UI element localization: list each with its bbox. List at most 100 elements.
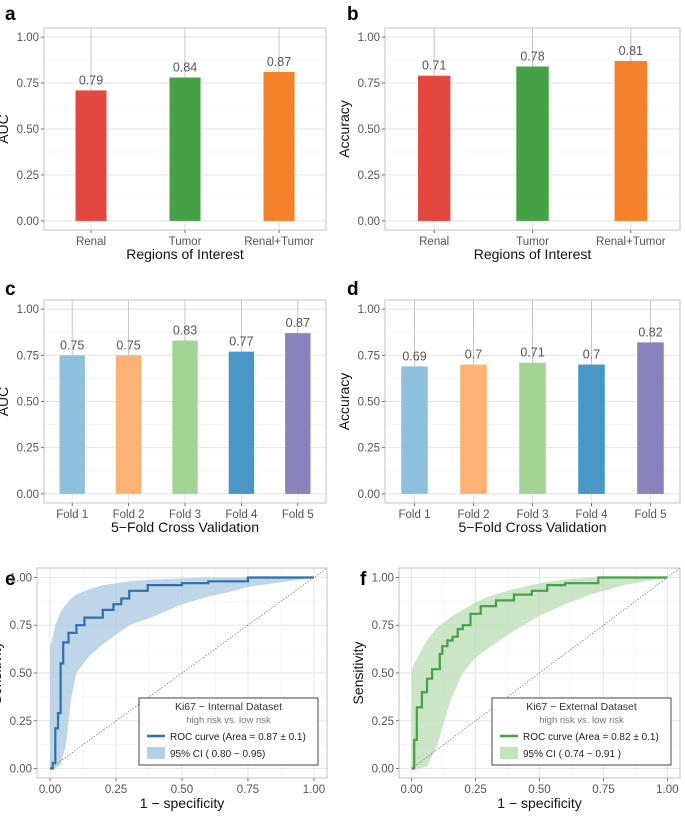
legend-roc-label: ROC curve (Area = 0.87 ± 0.1) bbox=[170, 732, 306, 743]
y-tick-label: 1.00 bbox=[358, 32, 380, 44]
x-tick-label: Fold 3 bbox=[169, 509, 201, 521]
x-tick-label: 1.00 bbox=[656, 784, 678, 796]
x-tick-label: 0.50 bbox=[528, 784, 550, 796]
x-tick-label: 0.00 bbox=[400, 784, 422, 796]
bar-tumor bbox=[516, 66, 549, 221]
panel-letter: b bbox=[347, 4, 359, 25]
x-tick-label: Tumor bbox=[516, 236, 549, 248]
data-label: 0.83 bbox=[173, 324, 197, 338]
panel-letter: e bbox=[5, 569, 16, 590]
x-tick-label: 0.50 bbox=[171, 784, 193, 796]
data-label: 0.81 bbox=[619, 44, 643, 58]
y-tick-label: 0.25 bbox=[10, 716, 32, 728]
x-axis-title: 5−Fold Cross Validation bbox=[459, 519, 607, 535]
bar-fold-4 bbox=[228, 351, 255, 494]
x-tick-label: Renal bbox=[76, 236, 106, 248]
y-tick-label: 0.75 bbox=[358, 350, 380, 362]
y-tick-label: 1.00 bbox=[372, 572, 394, 584]
legend-ci-swatch bbox=[500, 747, 518, 759]
data-label: 0.87 bbox=[286, 316, 310, 330]
panel-f: f 0.00 0.25 0.50 0.75 1.00 Sensitivity 0.00 0.25… bbox=[350, 567, 681, 811]
y-axis-title: AUC bbox=[0, 114, 11, 144]
panel-letter: c bbox=[5, 279, 16, 300]
panel-letter: a bbox=[5, 4, 16, 25]
y-tick-label: 0.50 bbox=[358, 124, 380, 136]
data-label: 0.7 bbox=[465, 348, 482, 362]
y-tick-label: 0.25 bbox=[358, 170, 380, 182]
y-tick-label: 0.00 bbox=[17, 216, 39, 228]
x-axis-title: Regions of Interest bbox=[474, 246, 592, 262]
y-axis-title: Accuracy bbox=[336, 100, 352, 158]
bar-fold-3 bbox=[172, 340, 198, 494]
y-axis-title: Sensitivity bbox=[350, 641, 366, 704]
y-tick-label: 0.25 bbox=[17, 443, 39, 455]
data-label: 0.87 bbox=[267, 55, 291, 69]
y-tick-label: 0.00 bbox=[10, 764, 32, 776]
x-axis-title: 1 − specificity bbox=[140, 795, 224, 811]
x-tick-label: 0.75 bbox=[237, 784, 259, 796]
bar-fold-1 bbox=[59, 355, 85, 494]
y-tick-label: 0.50 bbox=[17, 124, 39, 136]
bar-renal bbox=[417, 75, 451, 221]
y-tick-label: 0.00 bbox=[358, 489, 380, 501]
x-tick-label: Renal+Tumor bbox=[244, 236, 314, 248]
x-tick-label: 0.00 bbox=[39, 784, 61, 796]
bar-renal-tumor bbox=[263, 72, 295, 221]
plot-border bbox=[384, 27, 681, 231]
data-label: 0.82 bbox=[638, 325, 662, 339]
y-axis-title: AUC bbox=[0, 387, 11, 417]
x-tick-label: Fold 4 bbox=[225, 509, 258, 521]
x-tick-label: Fold 5 bbox=[282, 509, 314, 521]
x-tick-label: Renal+Tumor bbox=[596, 236, 666, 248]
x-tick-label: 1.00 bbox=[303, 784, 325, 796]
x-tick-label: Fold 5 bbox=[635, 509, 667, 521]
y-tick-label: 0.50 bbox=[17, 397, 39, 409]
y-tick-label: 0.50 bbox=[10, 668, 32, 680]
y-tick-label: 1.00 bbox=[17, 304, 39, 316]
x-tick-label: Fold 1 bbox=[399, 509, 431, 521]
roc-curve bbox=[411, 576, 668, 770]
legend-ci-label: 95% CI ( 0.74 ~ 0.91 ) bbox=[523, 749, 621, 760]
bar-fold-5 bbox=[285, 333, 311, 494]
panel-b: b 0.00 0.25 0.50 0.75 1.00 Accuracy 0.71 Renal 0.… bbox=[336, 4, 681, 262]
bar-fold-4 bbox=[578, 364, 605, 494]
data-label: 0.79 bbox=[79, 73, 103, 87]
legend-ci-label: 95% CI ( 0.80 ~ 0.95) bbox=[170, 749, 265, 760]
data-label: 0.75 bbox=[116, 338, 140, 352]
legend-subtitle: high risk vs. low risk bbox=[186, 715, 271, 726]
x-tick-label: Fold 3 bbox=[517, 509, 549, 521]
data-label: 0.75 bbox=[60, 338, 84, 352]
bar-tumor bbox=[169, 77, 201, 221]
legend-ci-swatch bbox=[147, 747, 165, 759]
bar-fold-2 bbox=[115, 355, 142, 494]
y-tick-label: 0.00 bbox=[358, 216, 380, 228]
legend-title: Ki67 − External Dataset bbox=[526, 701, 637, 713]
y-tick-label: 0.25 bbox=[17, 170, 39, 182]
data-label: 0.7 bbox=[583, 348, 600, 362]
panel-letter: d bbox=[347, 279, 359, 300]
panel-a: a 0.00 0.25 0.50 0.75 1.00 AUC 0.79 Renal 0.84 Tum… bbox=[0, 4, 327, 262]
x-tick-label: Fold 2 bbox=[458, 509, 490, 521]
x-tick-label: Fold 1 bbox=[56, 509, 88, 521]
x-tick-label: Tumor bbox=[169, 236, 202, 248]
y-tick-label: 0.75 bbox=[17, 78, 39, 90]
plot-border bbox=[398, 567, 681, 779]
panel-e: e 0.00 0.25 0.50 0.75 1.00 Sensitivity 0.00 0.25… bbox=[0, 567, 328, 811]
data-label: 0.69 bbox=[402, 349, 426, 363]
plot-border bbox=[384, 299, 681, 504]
data-label: 0.78 bbox=[520, 50, 544, 64]
ci-band bbox=[50, 577, 314, 769]
bar-fold-2 bbox=[460, 364, 487, 494]
x-axis-title: Regions of Interest bbox=[126, 246, 244, 262]
data-label: 0.84 bbox=[173, 61, 197, 75]
x-tick-label: 0.25 bbox=[464, 784, 486, 796]
plot-border bbox=[43, 27, 327, 231]
y-tick-label: 1.00 bbox=[17, 32, 39, 44]
legend-roc-label: ROC curve (Area = 0.82 ± 0.1) bbox=[523, 732, 659, 743]
bar-fold-3 bbox=[519, 362, 546, 494]
y-tick-label: 0.25 bbox=[358, 443, 380, 455]
legend: Ki67 − External Dataset high risk vs. low… bbox=[491, 697, 672, 766]
y-tick-label: 0.50 bbox=[358, 397, 380, 409]
y-tick-label: 0.25 bbox=[372, 716, 394, 728]
